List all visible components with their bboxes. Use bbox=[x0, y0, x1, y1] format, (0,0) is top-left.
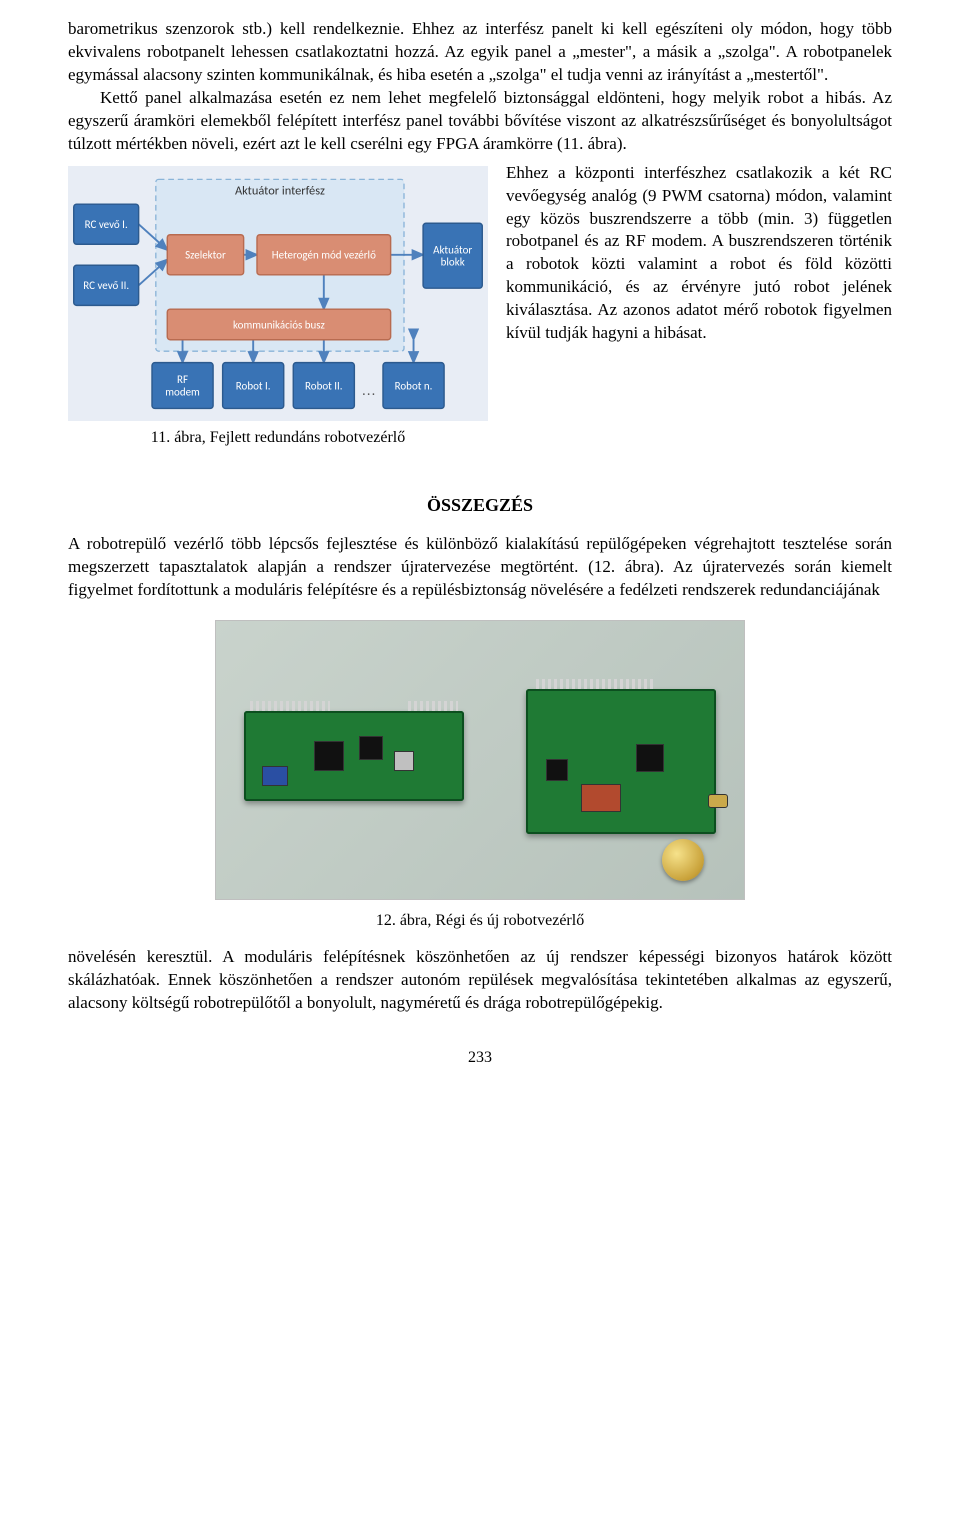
svg-text:Szelektor: Szelektor bbox=[185, 248, 226, 261]
svg-text:Robot I.: Robot I. bbox=[236, 379, 271, 392]
svg-text:…: … bbox=[362, 383, 376, 399]
svg-text:Aktuátor interfész: Aktuátor interfész bbox=[235, 183, 325, 198]
svg-text:Robot n.: Robot n. bbox=[395, 379, 433, 392]
figure-11: Aktuátor interfész RC vevő I. RC vevő II. S… bbox=[68, 166, 488, 449]
svg-text:kommunikációs busz: kommunikációs busz bbox=[233, 318, 325, 331]
svg-text:RC vevő I.: RC vevő I. bbox=[85, 218, 128, 231]
section-heading: ÖSSZEGZÉS bbox=[68, 493, 892, 517]
svg-text:RC vevő II.: RC vevő II. bbox=[83, 279, 129, 292]
svg-text:Aktuátor: Aktuátor bbox=[433, 243, 472, 256]
figure-11-caption: 11. ábra, Fejlett redundáns robotvezérlő bbox=[68, 427, 488, 449]
body-paragraph: barometrikus szenzorok stb.) kell rendel… bbox=[68, 18, 892, 87]
diagram-svg: Aktuátor interfész RC vevő I. RC vevő II. S… bbox=[68, 166, 488, 422]
figure-12-photo bbox=[215, 620, 745, 900]
figure-text-wrap: Aktuátor interfész RC vevő I. RC vevő II. S… bbox=[68, 162, 892, 455]
figure-12-caption: 12. ábra, Régi és új robotvezérlő bbox=[68, 910, 892, 932]
body-paragraph: A robotrepülő vezérlő több lépcsős fejle… bbox=[68, 533, 892, 602]
svg-text:RF: RF bbox=[177, 373, 188, 386]
svg-text:Heterogén mód vezérlő: Heterogén mód vezérlő bbox=[272, 248, 376, 261]
svg-text:blokk: blokk bbox=[441, 255, 465, 268]
body-paragraph: növelésén keresztül. A moduláris felépít… bbox=[68, 946, 892, 1015]
body-paragraph: Kettő panel alkalmazása esetén ez nem le… bbox=[68, 87, 892, 156]
svg-text:modem: modem bbox=[165, 385, 200, 398]
page-number: 233 bbox=[68, 1047, 892, 1069]
svg-text:Robot II.: Robot II. bbox=[305, 379, 343, 392]
